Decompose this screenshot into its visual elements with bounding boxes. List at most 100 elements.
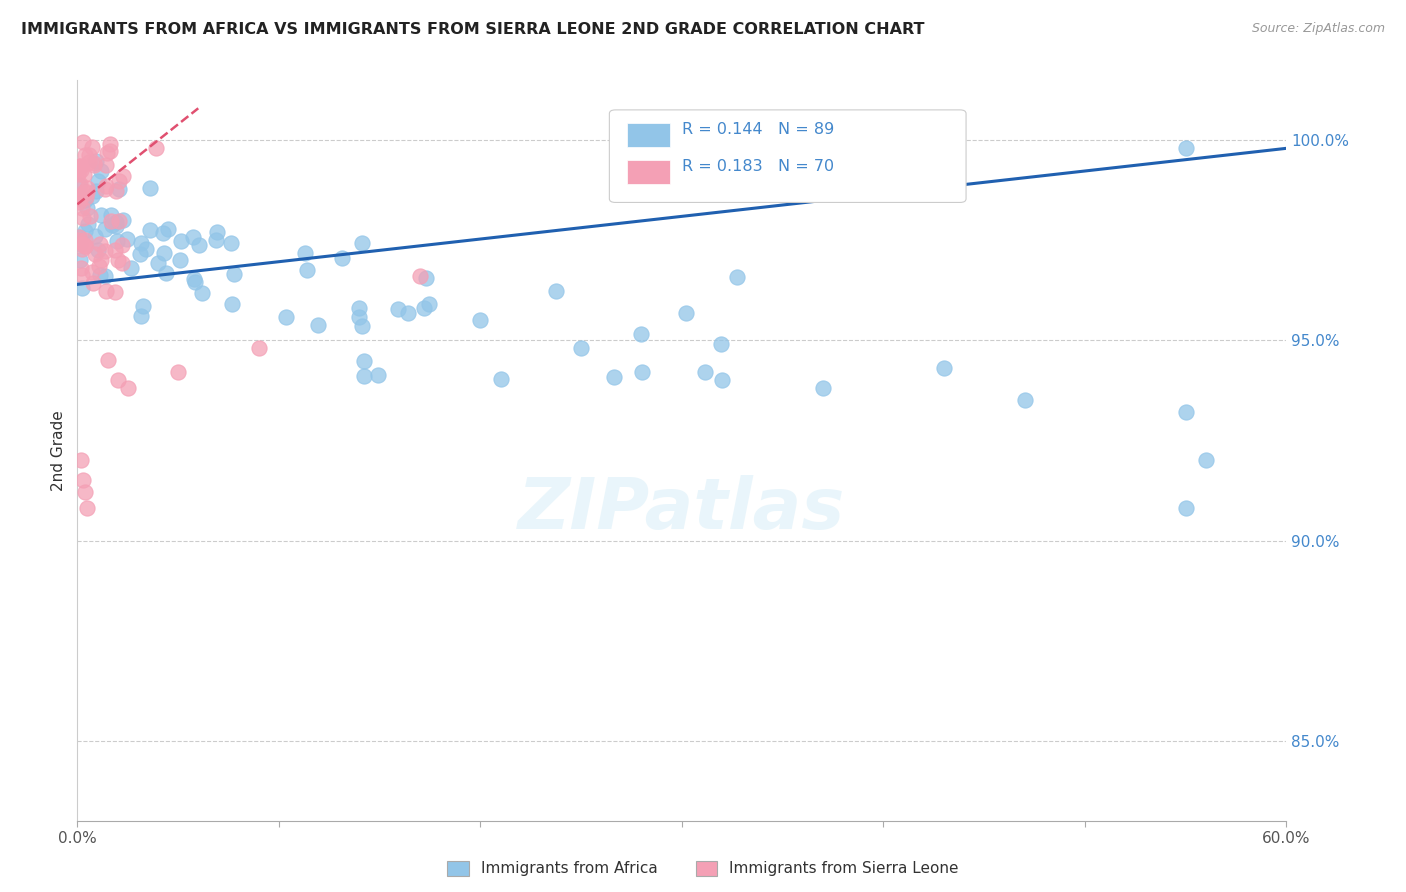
- Point: [353, 354, 375, 368]
- Point: [69, 260, 91, 275]
- Point: [274, 310, 297, 325]
- FancyBboxPatch shape: [609, 110, 966, 202]
- Point: [96, 353, 118, 368]
- Point: [98, 144, 121, 158]
- Point: [307, 318, 329, 333]
- Point: [470, 313, 492, 327]
- Point: [67, 195, 90, 210]
- Point: [603, 370, 626, 384]
- Point: [94, 244, 117, 258]
- Point: [491, 372, 513, 386]
- Point: [100, 218, 122, 232]
- Point: [76, 181, 98, 195]
- Point: [294, 246, 316, 260]
- Point: [367, 368, 389, 382]
- Point: [129, 235, 152, 250]
- Point: [350, 318, 373, 333]
- Point: [70, 189, 93, 203]
- Point: [67, 233, 90, 247]
- Point: [247, 342, 270, 356]
- Point: [100, 214, 122, 228]
- Point: [72, 237, 94, 252]
- Point: [82, 139, 104, 153]
- Point: [104, 244, 127, 258]
- Point: [111, 256, 134, 270]
- Point: [73, 233, 96, 247]
- Point: [84, 247, 107, 261]
- Point: [94, 157, 117, 171]
- Point: [75, 148, 97, 162]
- Point: [75, 190, 97, 204]
- Point: [132, 299, 155, 313]
- Point: [128, 247, 150, 261]
- Text: R = 0.183   N = 70: R = 0.183 N = 70: [682, 160, 834, 175]
- Point: [353, 368, 375, 383]
- Point: [1174, 501, 1197, 516]
- Point: [152, 226, 174, 240]
- Point: [108, 182, 131, 196]
- Point: [72, 242, 94, 256]
- Text: IMMIGRANTS FROM AFRICA VS IMMIGRANTS FROM SIERRA LEONE 2ND GRADE CORRELATION CHA: IMMIGRANTS FROM AFRICA VS IMMIGRANTS FRO…: [21, 22, 925, 37]
- Point: [569, 342, 592, 356]
- Point: [96, 146, 118, 161]
- Point: [1195, 453, 1218, 467]
- Point: [104, 219, 127, 234]
- Point: [117, 381, 139, 395]
- Point: [139, 180, 162, 194]
- Point: [330, 252, 353, 266]
- Point: [104, 285, 127, 300]
- Point: [69, 252, 91, 267]
- Point: [73, 239, 96, 253]
- FancyBboxPatch shape: [627, 161, 669, 184]
- Point: [72, 135, 94, 149]
- Point: [76, 186, 98, 200]
- Point: [70, 281, 93, 295]
- Point: [811, 381, 834, 395]
- Point: [107, 252, 129, 267]
- Point: [72, 268, 94, 282]
- Point: [693, 365, 716, 379]
- Point: [76, 201, 98, 215]
- Point: [156, 221, 179, 235]
- Point: [409, 269, 432, 284]
- Point: [67, 159, 90, 173]
- FancyBboxPatch shape: [627, 123, 669, 147]
- Point: [67, 229, 90, 244]
- Point: [94, 179, 117, 194]
- Point: [297, 263, 319, 277]
- Point: [89, 268, 111, 283]
- Point: [80, 189, 103, 203]
- Text: ZIPatlas: ZIPatlas: [519, 475, 845, 544]
- Point: [84, 154, 107, 169]
- Point: [105, 184, 128, 198]
- Point: [349, 301, 371, 316]
- Point: [72, 474, 94, 488]
- Point: [75, 485, 97, 500]
- Y-axis label: 2nd Grade: 2nd Grade: [51, 410, 66, 491]
- Point: [170, 234, 193, 248]
- Point: [70, 163, 93, 178]
- Point: [73, 185, 96, 199]
- Point: [76, 217, 98, 231]
- Point: [1014, 393, 1036, 408]
- Point: [349, 310, 371, 324]
- Point: [1174, 405, 1197, 419]
- Point: [412, 301, 434, 315]
- Point: [67, 230, 90, 244]
- Point: [711, 373, 734, 387]
- Point: [108, 174, 131, 188]
- Point: [418, 297, 440, 311]
- Point: [107, 373, 129, 387]
- Point: [72, 211, 94, 225]
- Point: [415, 270, 437, 285]
- Point: [350, 235, 373, 250]
- Point: [155, 266, 177, 280]
- Point: [69, 159, 91, 173]
- Point: [77, 148, 100, 162]
- Point: [222, 268, 245, 282]
- Point: [80, 265, 103, 279]
- Point: [87, 259, 110, 273]
- Point: [115, 232, 138, 246]
- Point: [1174, 141, 1197, 155]
- Point: [83, 229, 105, 244]
